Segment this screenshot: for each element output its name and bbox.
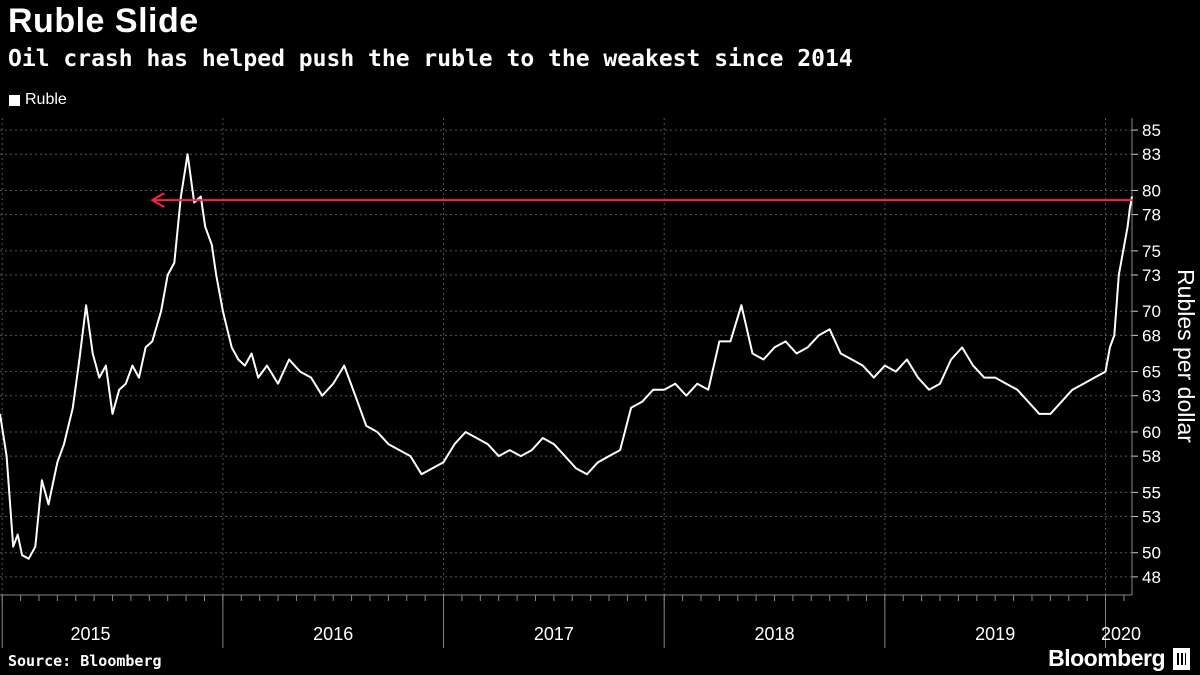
brand: Bloomberg xyxy=(1048,645,1190,672)
source-note: Source: Bloomberg xyxy=(8,652,162,670)
y-tick-label: 48 xyxy=(1142,568,1161,587)
y-axis-title: Rubles per dollar xyxy=(1173,269,1199,443)
chart-title: Ruble Slide xyxy=(8,2,199,40)
legend-swatch xyxy=(9,94,20,106)
x-tick-label: 2016 xyxy=(313,624,353,644)
y-tick-label: 53 xyxy=(1142,508,1161,527)
legend-label: Ruble xyxy=(25,91,67,108)
legend: Ruble xyxy=(9,91,67,109)
y-tick-label: 78 xyxy=(1142,206,1161,225)
x-tick-label: 2015 xyxy=(70,624,110,644)
y-tick-label: 73 xyxy=(1142,266,1161,285)
y-tick-label: 58 xyxy=(1142,447,1161,466)
y-tick-label: 85 xyxy=(1142,121,1161,140)
x-tick-label: 2018 xyxy=(755,624,795,644)
y-tick-label: 80 xyxy=(1142,181,1161,200)
y-tick-label: 68 xyxy=(1142,326,1161,345)
x-tick-label: 2020 xyxy=(1101,624,1141,644)
y-tick-label: 63 xyxy=(1142,387,1161,406)
y-tick-label: 60 xyxy=(1142,423,1161,442)
x-tick-label: 2017 xyxy=(534,624,574,644)
y-tick-label: 75 xyxy=(1142,242,1161,261)
x-tick-label: 2019 xyxy=(975,624,1015,644)
y-tick-label: 83 xyxy=(1142,145,1161,164)
y-tick-label: 70 xyxy=(1142,302,1161,321)
bloomberg-logo-icon xyxy=(1173,647,1190,670)
bloomberg-logo-text: Bloomberg xyxy=(1048,645,1165,671)
y-tick-label: 65 xyxy=(1142,363,1161,382)
y-tick-label: 55 xyxy=(1142,483,1161,502)
annotation-arrow-head xyxy=(150,192,165,208)
series-line-ruble xyxy=(0,153,1133,560)
chart-subtitle: Oil crash has helped push the ruble to t… xyxy=(8,46,853,72)
y-tick-label: 50 xyxy=(1142,544,1161,563)
